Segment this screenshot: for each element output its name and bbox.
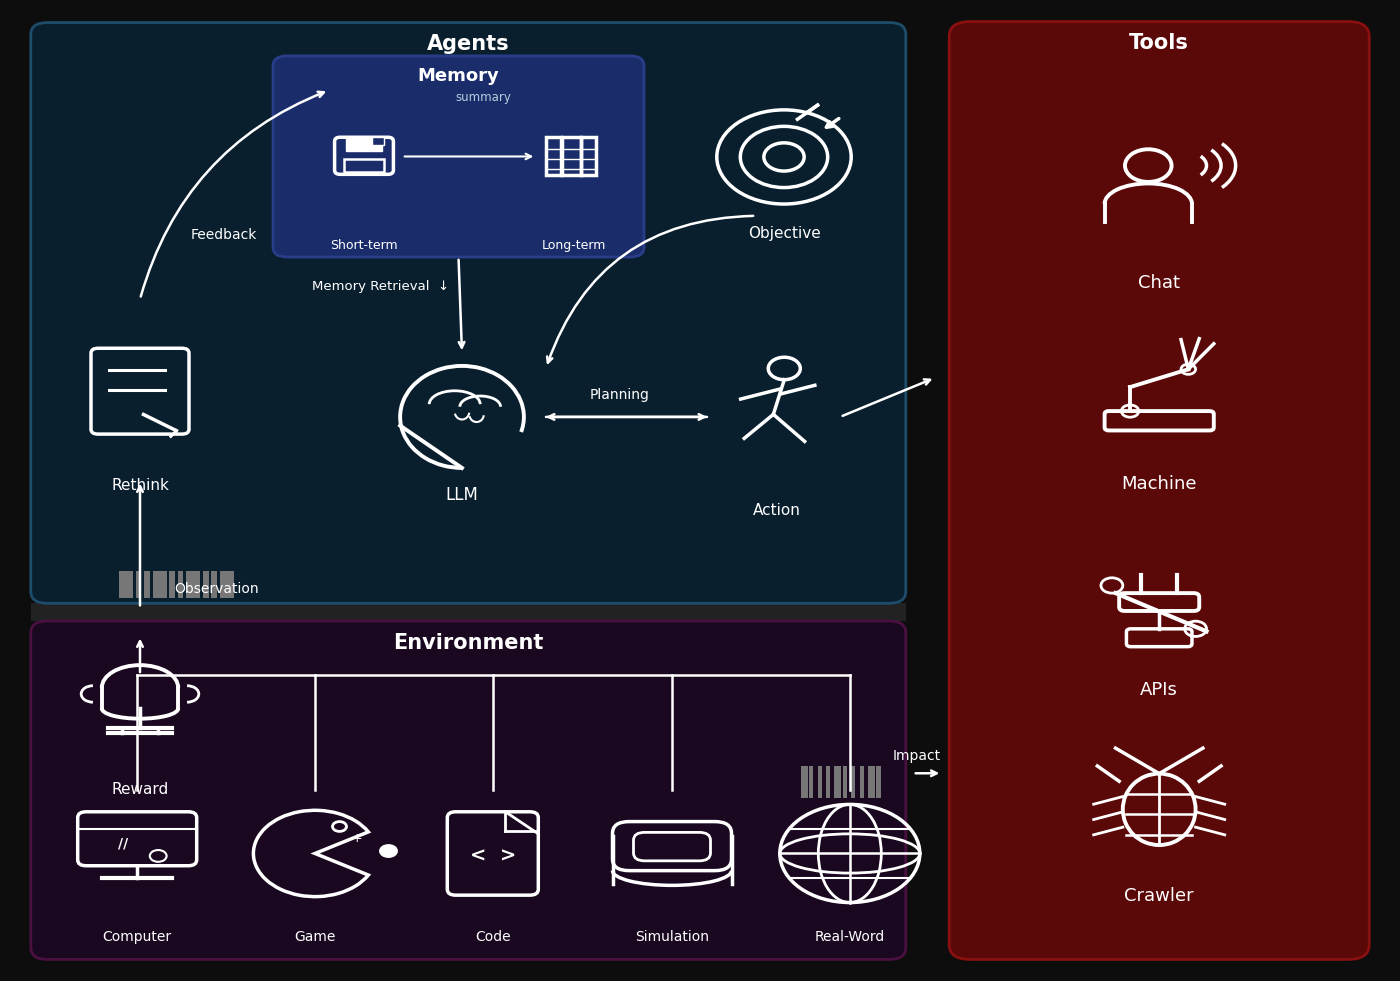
Bar (561, 136, 581, 175)
Text: Action: Action (753, 502, 801, 518)
Bar (136, 571, 141, 598)
Text: Long-term: Long-term (542, 238, 606, 252)
Text: Feedback: Feedback (190, 229, 258, 242)
Bar (220, 571, 228, 598)
Bar (546, 136, 560, 175)
Text: Computer: Computer (102, 930, 172, 944)
Bar (127, 571, 133, 598)
Bar (178, 571, 183, 598)
Bar (818, 766, 822, 798)
Text: Game: Game (294, 930, 336, 944)
Text: Agents: Agents (427, 34, 510, 54)
Text: Simulation: Simulation (636, 930, 708, 944)
Text: Impact: Impact (893, 749, 941, 762)
Text: //: // (118, 837, 129, 851)
Text: Machine: Machine (1121, 475, 1197, 492)
Bar (581, 136, 596, 175)
Text: Crawler: Crawler (1124, 887, 1194, 904)
Text: Memory Retrieval  ↓: Memory Retrieval ↓ (312, 280, 449, 293)
Bar (809, 766, 813, 798)
Bar (203, 571, 209, 598)
Bar (228, 571, 234, 598)
FancyBboxPatch shape (31, 23, 906, 603)
Bar (344, 159, 384, 172)
Text: Chat: Chat (1138, 274, 1180, 291)
Text: Observation: Observation (175, 582, 259, 595)
Bar (851, 766, 855, 798)
Bar (169, 571, 175, 598)
Bar (372, 137, 384, 145)
Text: Memory: Memory (417, 67, 500, 84)
Text: Objective: Objective (748, 226, 820, 241)
FancyBboxPatch shape (273, 56, 644, 257)
Bar (211, 571, 217, 598)
Bar (876, 766, 881, 798)
FancyBboxPatch shape (31, 621, 906, 959)
Text: Tools: Tools (1130, 33, 1189, 53)
Text: APIs: APIs (1140, 681, 1179, 698)
Text: Planning: Planning (589, 388, 650, 402)
Text: <  >: < > (469, 847, 517, 865)
Bar (868, 766, 875, 798)
Text: +: + (351, 832, 363, 846)
Text: Reward: Reward (112, 782, 168, 798)
Text: Short-term: Short-term (330, 238, 398, 252)
Circle shape (381, 845, 398, 857)
Text: LLM: LLM (445, 487, 479, 504)
Bar (860, 766, 864, 798)
Text: Environment: Environment (393, 633, 543, 652)
Bar (186, 571, 195, 598)
Bar (153, 571, 161, 598)
Bar (144, 571, 150, 598)
Text: Rethink: Rethink (111, 478, 169, 493)
Bar (834, 766, 841, 798)
Text: Real-Word: Real-Word (815, 930, 885, 944)
Text: Code: Code (475, 930, 511, 944)
Bar (346, 137, 382, 151)
Bar (119, 571, 127, 598)
Bar (826, 766, 830, 798)
Bar (195, 571, 200, 598)
Text: summary: summary (456, 90, 511, 104)
FancyBboxPatch shape (949, 22, 1369, 959)
Bar (801, 766, 808, 798)
Bar (843, 766, 847, 798)
Bar (31, 603, 906, 621)
Bar (161, 571, 167, 598)
